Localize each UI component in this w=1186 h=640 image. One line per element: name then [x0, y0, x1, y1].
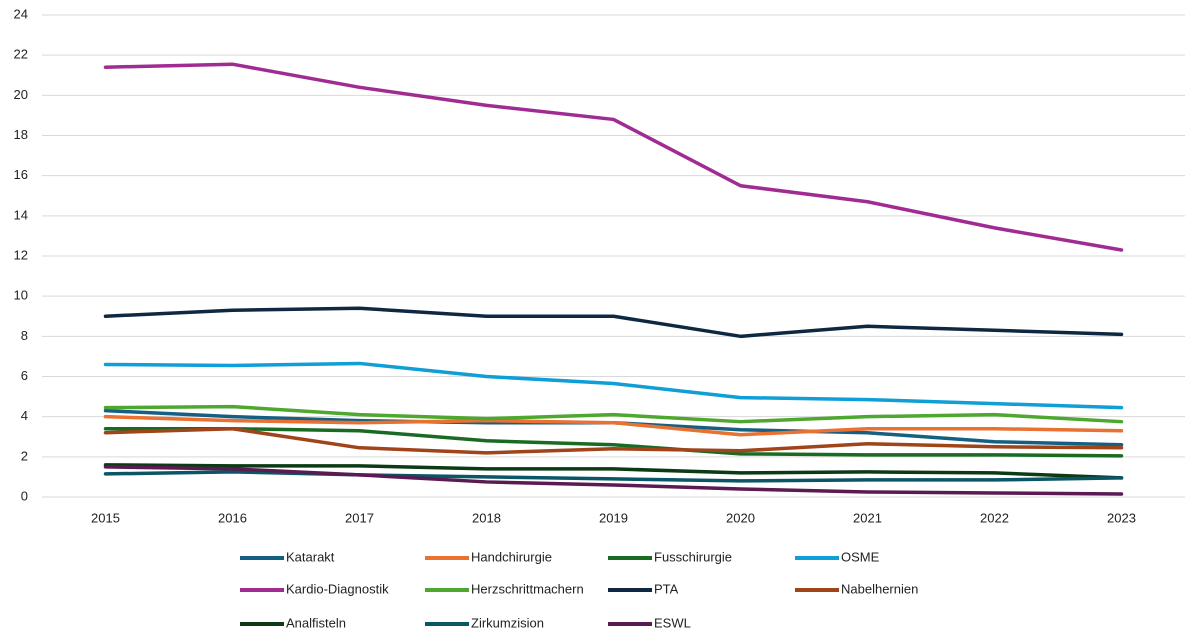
x-tick-label: 2015 [91, 510, 120, 525]
legend-label: Analfisteln [286, 615, 346, 630]
y-tick-label: 16 [14, 167, 28, 182]
series-line [103, 465, 1124, 496]
y-tick-label: 18 [14, 127, 28, 142]
legend-label: Zirkumzision [471, 615, 544, 630]
series-line [103, 426, 1124, 458]
x-tick-label: 2022 [980, 510, 1009, 525]
y-tick-label: 12 [14, 247, 28, 262]
y-tick-label: 8 [21, 328, 28, 343]
series-line [103, 426, 1124, 455]
x-tick-label: 2018 [472, 510, 501, 525]
legend-label: Katarakt [286, 549, 335, 564]
series-line [103, 361, 1124, 410]
series-line [103, 463, 1124, 480]
legend-label: Herzschrittmachern [471, 581, 584, 596]
series-line [103, 62, 1124, 252]
y-tick-label: 4 [21, 408, 28, 423]
series-line [103, 470, 1124, 483]
x-tick-label: 2021 [853, 510, 882, 525]
y-tick-label: 20 [14, 87, 28, 102]
legend-label: Handchirurgie [471, 549, 552, 564]
legend-label: Fusschirurgie [654, 549, 732, 564]
x-tick-label: 2019 [599, 510, 628, 525]
legend-label: PTA [654, 581, 679, 596]
y-tick-label: 14 [14, 207, 28, 222]
x-tick-label: 2017 [345, 510, 374, 525]
x-tick-label: 2023 [1107, 510, 1136, 525]
legend-label: OSME [841, 549, 880, 564]
x-tick-label: 2020 [726, 510, 755, 525]
y-tick-label: 0 [21, 488, 28, 503]
legend-label: ESWL [654, 615, 691, 630]
series-line [103, 306, 1124, 339]
series-line [103, 404, 1124, 424]
series-line [103, 414, 1124, 437]
y-tick-label: 2 [21, 448, 28, 463]
y-tick-label: 10 [14, 288, 28, 303]
legend-label: Kardio-Diagnostik [286, 581, 389, 596]
x-tick-label: 2016 [218, 510, 247, 525]
y-tick-label: 22 [14, 47, 28, 62]
y-tick-label: 6 [21, 368, 28, 383]
legend-label: Nabelhernien [841, 581, 918, 596]
y-tick-label: 24 [14, 6, 28, 21]
